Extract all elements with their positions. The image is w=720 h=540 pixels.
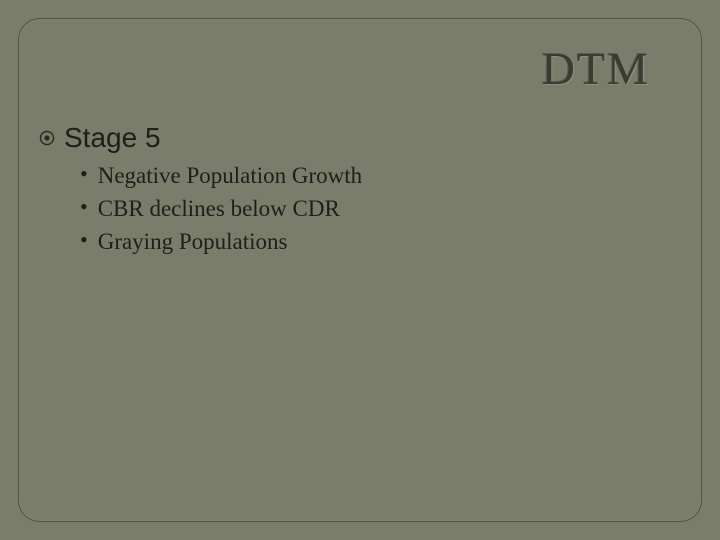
concentric-circle-icon <box>38 129 56 147</box>
list-item: • Negative Population Growth <box>80 160 680 191</box>
list-item: • CBR declines below CDR <box>80 193 680 224</box>
sub-list: • Negative Population Growth • CBR decli… <box>80 160 680 257</box>
slide-content: Stage 5 • Negative Population Growth • C… <box>38 122 680 259</box>
list-item: • Graying Populations <box>80 226 680 257</box>
heading-row: Stage 5 <box>38 122 680 154</box>
list-item-text: CBR declines below CDR <box>98 193 340 224</box>
list-item-text: Negative Population Growth <box>98 160 362 191</box>
heading-text: Stage 5 <box>64 122 161 154</box>
dot-icon: • <box>80 163 88 185</box>
slide: DTM Stage 5 • Negative Population Growth… <box>0 0 720 540</box>
list-item-text: Graying Populations <box>98 226 288 257</box>
dot-icon: • <box>80 229 88 251</box>
dot-icon: • <box>80 196 88 218</box>
slide-title: DTM <box>542 42 650 95</box>
